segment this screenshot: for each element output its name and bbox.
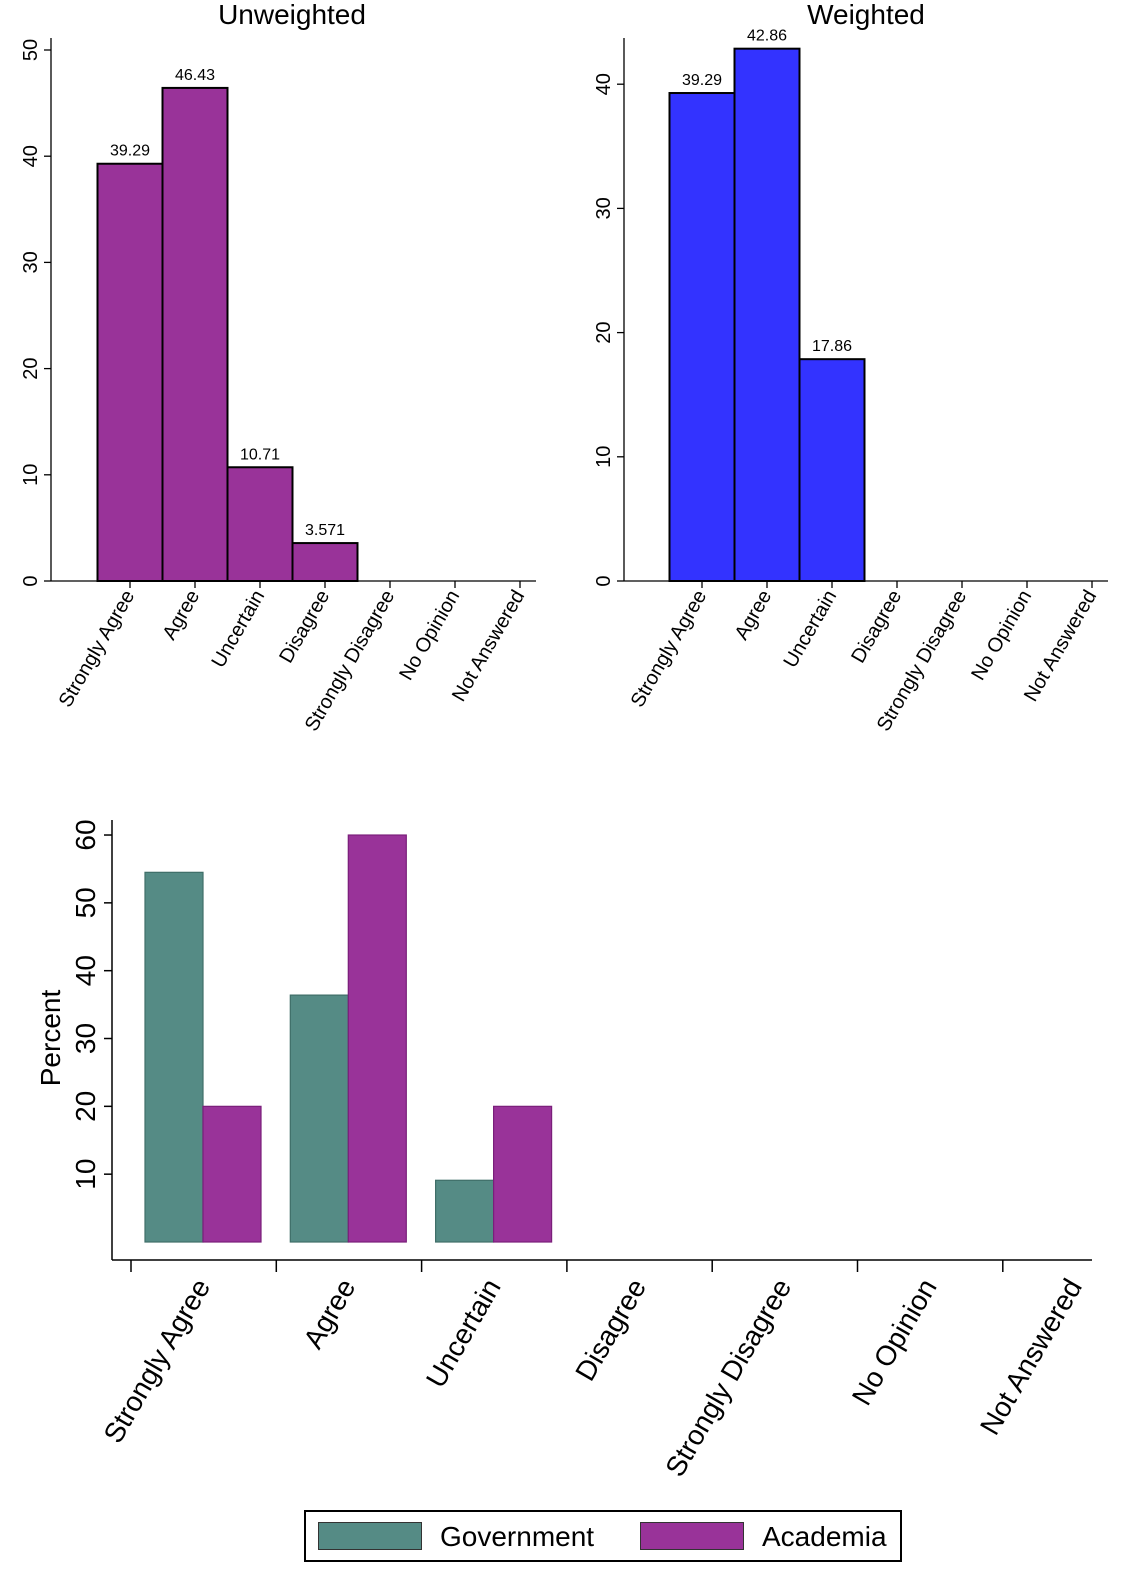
unweighted-y-tick-label: 10 xyxy=(20,464,42,486)
grouped-bar-government-agree xyxy=(289,994,349,1243)
unweighted-y-tick-label: 50 xyxy=(20,39,42,61)
grouped-x-label-disagree: Disagree xyxy=(569,1274,652,1387)
unweighted-title: Unweighted xyxy=(218,0,366,30)
legend-label-government: Government xyxy=(440,1521,595,1552)
weighted-y-tick-label: 30 xyxy=(593,197,615,219)
weighted-x-label-agree: Agree xyxy=(731,587,777,644)
weighted-y-tick-label: 0 xyxy=(593,575,615,586)
weighted-chart: Weighted 0 10 20 30 40 Strongly Agree 39.29 Agr… xyxy=(593,0,1108,735)
grouped-bar-academia-uncertain xyxy=(493,1105,553,1243)
grouped-y-tick-label: 40 xyxy=(70,955,101,986)
legend: Government Academia xyxy=(304,1510,902,1562)
weighted-title: Weighted xyxy=(807,0,925,30)
unweighted-y-tick-label: 20 xyxy=(20,357,42,379)
weighted-y-tick-label: 10 xyxy=(593,446,615,468)
legend-swatch-academia xyxy=(640,1522,744,1550)
unweighted-y-tick-label: 30 xyxy=(20,251,42,273)
unweighted-value-label-strongly-agree: 39.29 xyxy=(110,143,150,160)
grouped-y-tick-label: 20 xyxy=(70,1091,101,1122)
weighted-x-label-no-opinion: No Opinion xyxy=(967,587,1036,685)
legend-swatch-government xyxy=(318,1522,422,1550)
unweighted-value-label-agree: 46.43 xyxy=(175,67,215,84)
unweighted-bar-agree xyxy=(161,86,229,583)
unweighted-y-tick-label: 40 xyxy=(20,145,42,167)
weighted-bar-agree xyxy=(733,47,801,583)
weighted-value-label-uncertain: 17.86 xyxy=(812,338,852,355)
weighted-y-tick-label: 40 xyxy=(593,73,615,95)
unweighted-x-label-no-opinion: No Opinion xyxy=(395,587,464,685)
grouped-x-label-uncertain: Uncertain xyxy=(420,1274,507,1393)
weighted-y-tick-label: 20 xyxy=(593,321,615,343)
unweighted-y-tick-label: 0 xyxy=(20,575,42,586)
grouped-bar-academia-strongly-agree xyxy=(202,1105,262,1243)
weighted-value-label-strongly-agree: 39.29 xyxy=(682,72,722,89)
unweighted-value-label-uncertain: 10.71 xyxy=(240,446,280,463)
unweighted-chart: Unweighted 0 10 20 30 40 50 Strongly Agree 39.2… xyxy=(20,0,536,735)
grouped-bar-academia-agree xyxy=(347,834,407,1243)
legend-label-academia: Academia xyxy=(762,1521,887,1552)
weighted-bar-strongly-agree xyxy=(668,92,736,583)
unweighted-x-label-agree: Agree xyxy=(159,587,205,644)
weighted-x-label-strongly-agree: Strongly Agree xyxy=(627,587,712,712)
unweighted-value-label-disagree: 3.571 xyxy=(305,522,345,539)
grouped-bar-government-strongly-agree xyxy=(144,871,204,1243)
weighted-bar-uncertain xyxy=(798,358,866,582)
weighted-value-label-agree: 42.86 xyxy=(747,28,787,45)
unweighted-x-label-uncertain: Uncertain xyxy=(207,587,269,672)
unweighted-bar-uncertain xyxy=(226,466,294,582)
grouped-x-label-strongly-disagree: Strongly Disagree xyxy=(659,1274,797,1482)
grouped-bar-government-uncertain xyxy=(435,1179,495,1243)
grouped-x-label-agree: Agree xyxy=(297,1274,361,1354)
unweighted-bar-strongly-agree xyxy=(96,162,164,582)
weighted-x-label-disagree: Disagree xyxy=(847,587,906,667)
grouped-chart: Percent 10 20 30 40 50 60 Strongly Agree Agree U… xyxy=(35,819,1092,1482)
grouped-y-tick-label: 60 xyxy=(70,819,101,850)
grouped-y-tick-label: 50 xyxy=(70,887,101,918)
unweighted-x-label-disagree: Disagree xyxy=(275,587,334,667)
grouped-y-axis-label: Percent xyxy=(35,990,66,1087)
unweighted-bar-disagree xyxy=(291,542,359,583)
grouped-x-label-not-answered: Not Answered xyxy=(974,1274,1088,1440)
weighted-x-label-uncertain: Uncertain xyxy=(779,587,841,672)
grouped-x-label-strongly-agree: Strongly Agree xyxy=(98,1274,217,1449)
unweighted-x-label-strongly-agree: Strongly Agree xyxy=(55,587,140,712)
grouped-y-tick-label: 10 xyxy=(70,1159,101,1190)
grouped-y-tick-label: 30 xyxy=(70,1023,101,1054)
grouped-x-label-no-opinion: No Opinion xyxy=(846,1274,943,1411)
